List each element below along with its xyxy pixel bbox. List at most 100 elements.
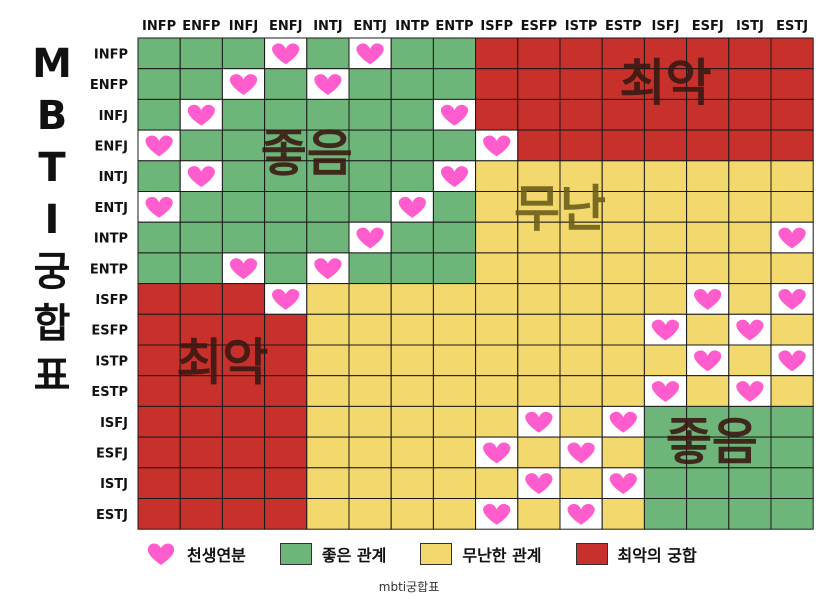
- heart-icon: [567, 503, 595, 525]
- row-label: INFJ: [99, 109, 128, 124]
- grid-cell: [306, 221, 350, 254]
- row-labels: INFP ENFP INFJ ENFJ INTJ ENTJ INTP ENTP ISFP ESFP…: [90, 47, 128, 522]
- legend-item-neutral: 무난한 관계: [420, 542, 542, 566]
- heart-icon: [651, 319, 680, 341]
- grid-cell: [601, 160, 645, 193]
- heart-icon: [314, 258, 342, 280]
- grid-cell: [770, 98, 814, 131]
- grid-cell: [475, 221, 519, 254]
- title-char: M: [32, 41, 72, 87]
- grid-cell: [601, 375, 645, 407]
- legend: 천생연분 좋은 관계 무난한 관계 최악의 궁합: [145, 540, 815, 568]
- grid-cell: [432, 467, 477, 499]
- col-label: INFP: [142, 19, 176, 34]
- grid-cell: [432, 252, 477, 285]
- grid-cell: [432, 68, 477, 100]
- grid-cell: [475, 191, 519, 223]
- grid-cell: [432, 375, 477, 407]
- grid-cell: [728, 467, 772, 499]
- grid-cell: [770, 436, 814, 469]
- grid-cell: [221, 313, 266, 346]
- grid-cell: [686, 68, 730, 100]
- grid-cell: [390, 467, 434, 499]
- title-char: 표: [33, 353, 71, 399]
- region-label: 좋음: [261, 124, 353, 183]
- grid-cell: [517, 98, 561, 131]
- region-label: 최악: [620, 53, 712, 112]
- grid-cell: [264, 498, 308, 530]
- grid-cell: [390, 37, 434, 70]
- grid-cell: [559, 375, 603, 407]
- grid-cell: [348, 498, 392, 530]
- grid-cell: [221, 467, 266, 499]
- heart-icon: [736, 319, 764, 341]
- grid-cell: [728, 283, 772, 315]
- grid-cell: [643, 221, 688, 254]
- heart-icon: [778, 350, 806, 372]
- column-labels: INFP ENFP INFJ ENFJ INTJ ENTJ INTP ENTP ISFP ESFP…: [142, 19, 808, 34]
- row-label: ENFJ: [95, 139, 128, 154]
- grid-cell: [179, 375, 223, 407]
- heart-icon: [483, 135, 511, 157]
- grid-cell: [770, 467, 814, 499]
- grid-cell: [264, 375, 308, 407]
- grid-cells: [137, 37, 814, 530]
- grid-cell: [559, 221, 603, 254]
- grid-cell: [390, 160, 434, 193]
- grid-cell: [348, 160, 392, 193]
- grid-cell: [137, 283, 181, 315]
- row-label: ESFJ: [96, 446, 128, 461]
- heart-icon: [272, 288, 300, 310]
- grid-cell: [728, 344, 772, 377]
- grid-cell: [475, 37, 519, 70]
- grid-cell: [432, 191, 477, 223]
- grid-cell: [686, 498, 730, 530]
- grid-cell: [686, 252, 730, 285]
- legend-item-worst: 최악의 궁합: [575, 542, 697, 566]
- grid-cell: [601, 191, 645, 223]
- grid-cell: [475, 252, 519, 285]
- grid-cell: [179, 68, 223, 100]
- row-label: INTP: [94, 232, 128, 247]
- grid-cell: [306, 436, 350, 469]
- grid-cell: [264, 221, 308, 254]
- heart-icon: [483, 442, 511, 464]
- grid-cell: [390, 375, 434, 407]
- grid-cell: [306, 129, 350, 162]
- col-label: ISTJ: [736, 19, 764, 34]
- grid-cell: [559, 37, 603, 70]
- legend-swatch-worst: [575, 543, 608, 565]
- grid-cell: [601, 129, 645, 162]
- grid-cell: [728, 191, 772, 223]
- col-label: ESTP: [605, 19, 642, 34]
- col-label: ISTP: [565, 19, 598, 34]
- grid-cell: [686, 191, 730, 223]
- region-label: 최악: [176, 332, 268, 391]
- col-label: INFJ: [229, 19, 258, 34]
- col-label: ESFJ: [692, 19, 724, 34]
- grid-cell: [728, 498, 772, 530]
- grid-cell: [348, 98, 392, 131]
- grid-cell: [348, 129, 392, 162]
- grid-cell: [432, 221, 477, 254]
- row-label: ISTJ: [100, 477, 128, 492]
- grid-cell: [221, 37, 266, 70]
- grid-cell: [306, 405, 350, 438]
- grid-cell: [264, 68, 308, 100]
- grid-cell: [179, 498, 223, 530]
- grid-cell: [728, 221, 772, 254]
- heart-icon: [356, 43, 384, 65]
- grid-cell: [559, 160, 603, 193]
- col-label: ENTP: [435, 19, 473, 34]
- grid-cell: [728, 160, 772, 193]
- grid-cell: [137, 68, 181, 100]
- region-label: 좋음: [666, 412, 758, 471]
- grid-cell: [432, 405, 477, 438]
- heart-icon: [778, 227, 806, 249]
- grid-cell: [348, 467, 392, 499]
- col-label: ISFP: [480, 19, 513, 34]
- row-label: ENTP: [90, 262, 128, 277]
- col-label: ESFP: [521, 19, 558, 34]
- grid-cell: [475, 375, 519, 407]
- grid-cell: [306, 37, 350, 70]
